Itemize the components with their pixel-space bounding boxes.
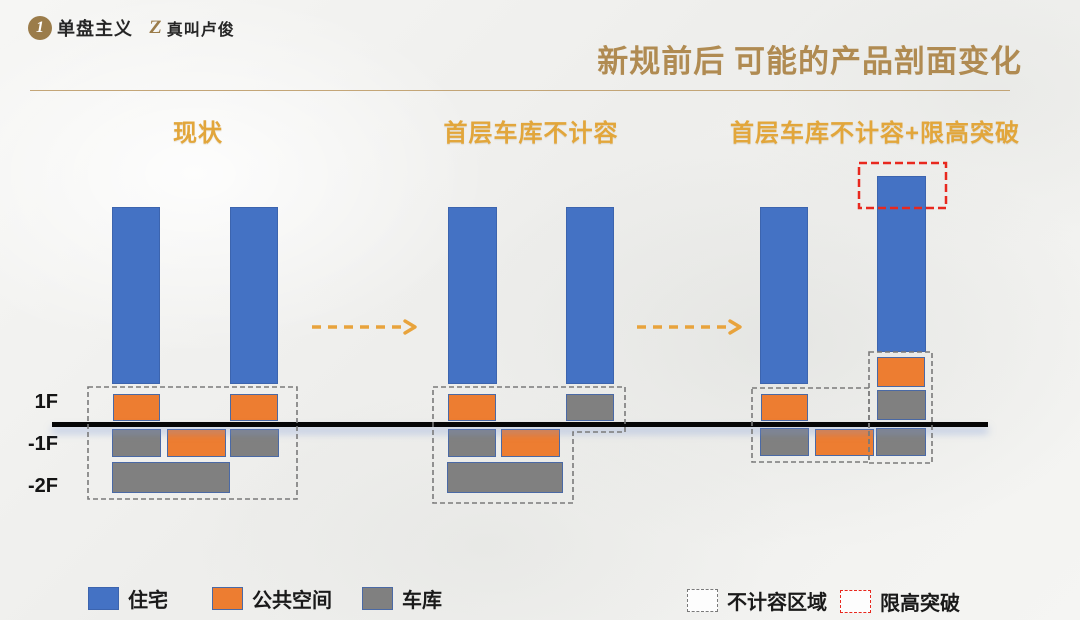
block-public-current <box>230 394 278 421</box>
floor-label-minus1f: -1F <box>28 433 58 455</box>
legend-label-excluded-area: 不计容区域 <box>727 592 827 614</box>
legend-swatch-public-space <box>212 587 243 610</box>
legend-label-public-space: 公共空间 <box>252 590 332 612</box>
legend-item-height-breakthrough: 限高突破 <box>840 587 960 616</box>
block-residential-current <box>230 207 278 384</box>
legend-label-garage: 车库 <box>402 590 442 612</box>
brand-name-secondary: 真叫卢俊 <box>166 22 235 39</box>
block-public-current <box>167 429 226 457</box>
block-garage-height-breakthrough <box>877 390 926 420</box>
brand-logo-icon: 1 <box>28 16 52 40</box>
block-garage-garage-excluded <box>566 394 614 421</box>
column-heading-garage-excluded: 首层车库不计容 <box>443 120 619 147</box>
legend-item-excluded-area: 不计容区域 <box>687 586 827 615</box>
column-heading-current: 现状 <box>173 120 223 147</box>
block-residential-height-breakthrough <box>877 176 926 352</box>
block-residential-height-breakthrough <box>760 207 808 384</box>
block-garage-garage-excluded <box>448 429 496 457</box>
block-public-height-breakthrough <box>761 394 808 421</box>
legend-item-public-space: 公共空间 <box>212 584 332 613</box>
legend-swatch-excluded-area <box>687 589 718 612</box>
legend-swatch-garage <box>362 587 393 610</box>
legend-item-garage: 车库 <box>362 584 442 613</box>
block-residential-current <box>112 207 160 384</box>
block-garage-current <box>230 429 279 457</box>
ground-line <box>52 422 988 427</box>
block-garage-current <box>112 462 230 493</box>
legend-label-residential: 住宅 <box>128 590 168 612</box>
block-public-garage-excluded <box>448 394 496 421</box>
legend-swatch-residential <box>88 587 119 610</box>
floor-label-1f: 1F <box>34 391 58 413</box>
block-public-height-breakthrough <box>877 357 925 387</box>
brand-name-primary: 单盘主义 <box>57 19 133 39</box>
column-heading-height-breakthrough: 首层车库不计容+限高突破 <box>729 120 1021 147</box>
block-public-height-breakthrough <box>815 429 874 456</box>
block-residential-garage-excluded <box>566 207 614 384</box>
brand-bar: 1 单盘主义 Z 真叫卢俊 <box>28 15 235 41</box>
block-garage-height-breakthrough <box>876 428 926 456</box>
block-garage-current <box>112 429 161 457</box>
legend-label-height-breakthrough: 限高突破 <box>880 593 960 615</box>
page-title: 新规前后 可能的产品剖面变化 <box>597 44 1022 79</box>
block-public-current <box>113 394 160 421</box>
header-divider <box>30 90 1010 91</box>
block-garage-garage-excluded <box>447 462 563 493</box>
floor-label-minus2f: -2F <box>28 475 58 497</box>
legend-swatch-height-breakthrough <box>840 590 871 613</box>
block-public-garage-excluded <box>501 429 560 457</box>
block-residential-garage-excluded <box>448 207 497 384</box>
legend-item-residential: 住宅 <box>88 584 168 613</box>
block-garage-height-breakthrough <box>760 428 809 456</box>
